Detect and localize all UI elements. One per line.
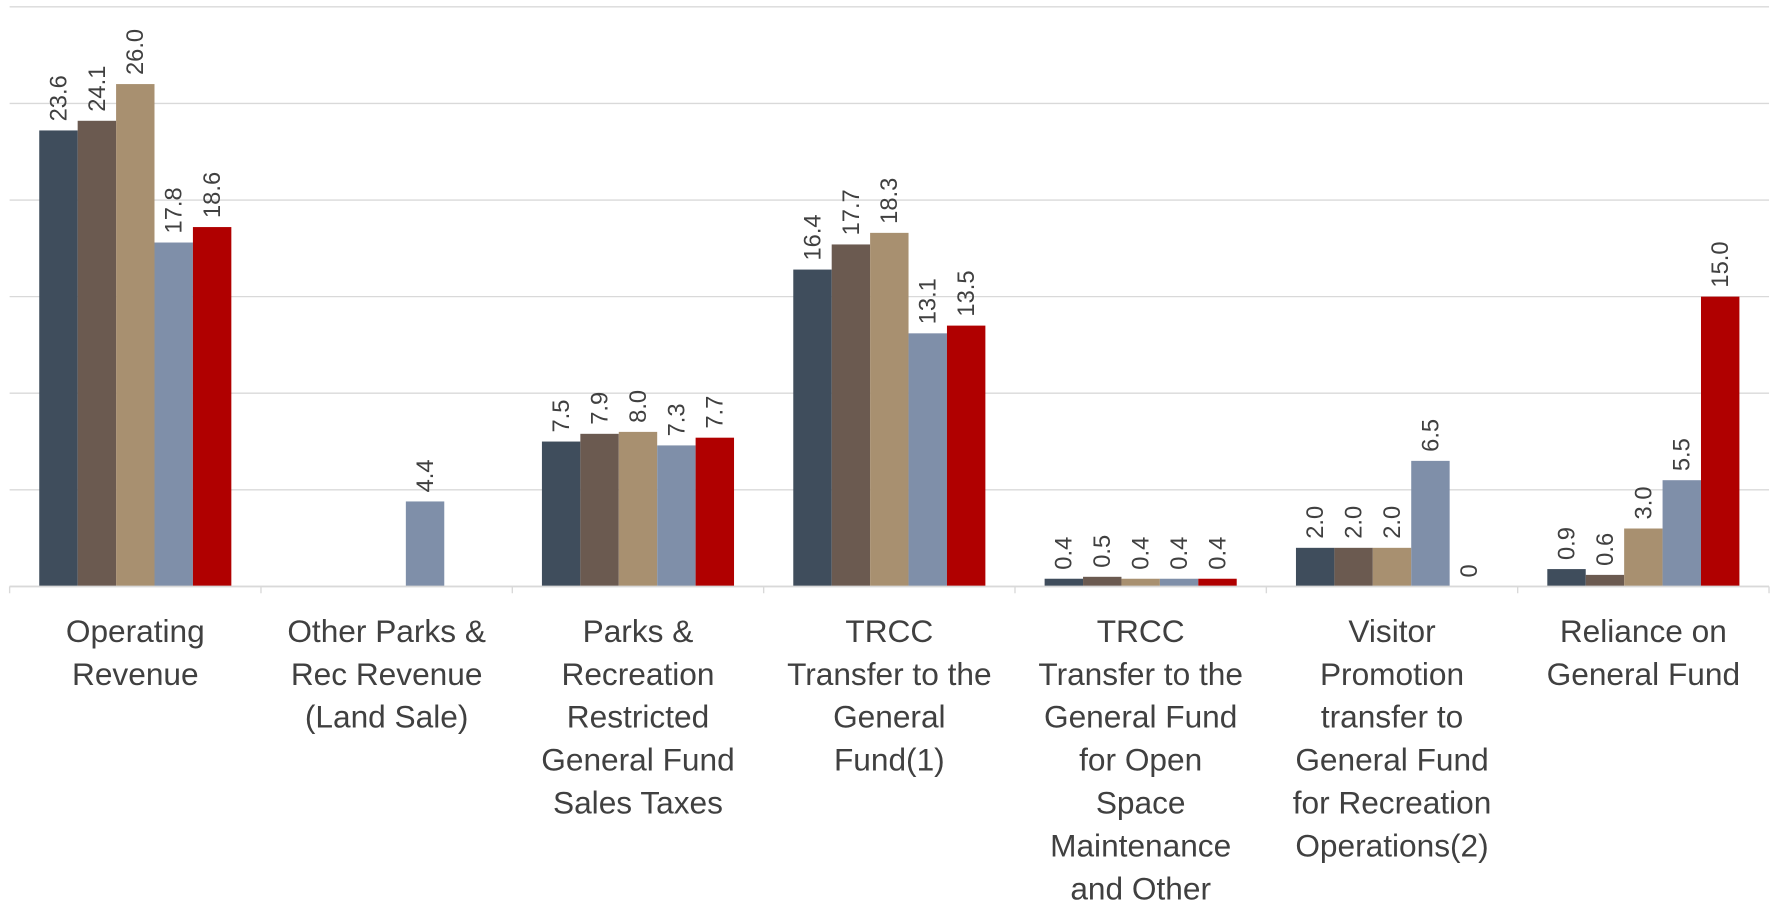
bar bbox=[77, 120, 117, 587]
value-label: 24.1 bbox=[85, 66, 111, 112]
value-label: 8.0 bbox=[626, 390, 652, 423]
value-label: 0.4 bbox=[1167, 537, 1193, 570]
bar bbox=[1159, 578, 1199, 587]
x-tick-label: Operating Revenue bbox=[66, 613, 205, 692]
bar bbox=[192, 227, 232, 587]
value-label: 18.3 bbox=[877, 178, 903, 224]
bar bbox=[908, 333, 947, 587]
bar bbox=[1334, 547, 1373, 587]
bar bbox=[946, 325, 986, 587]
bar bbox=[657, 445, 696, 587]
bar bbox=[1662, 480, 1701, 587]
x-tick-label: Other Parks & Rec Revenue (Land Sale) bbox=[287, 613, 486, 735]
value-label: 18.6 bbox=[200, 172, 226, 218]
value-label: 17.8 bbox=[162, 187, 188, 233]
value-label: 7.9 bbox=[587, 392, 613, 425]
bar bbox=[1700, 296, 1740, 587]
value-label: 26.0 bbox=[123, 29, 149, 75]
x-tick-label: Reliance on General Fund bbox=[1547, 613, 1740, 692]
x-tick-label: Visitor Promotion transfer to General Fund f… bbox=[1293, 613, 1492, 864]
bar bbox=[793, 269, 832, 587]
value-label: 0.4 bbox=[1129, 537, 1155, 570]
value-label: 5.5 bbox=[1670, 438, 1696, 471]
bar bbox=[405, 501, 445, 587]
value-label: 16.4 bbox=[800, 214, 826, 260]
bar bbox=[39, 130, 78, 587]
bar bbox=[1547, 569, 1586, 587]
value-label: 13.1 bbox=[916, 278, 942, 324]
bar bbox=[1198, 578, 1237, 587]
value-label: 2.0 bbox=[1342, 506, 1368, 539]
bar bbox=[831, 244, 871, 587]
bar bbox=[1411, 460, 1450, 587]
value-label: 7.7 bbox=[703, 396, 729, 429]
bar bbox=[541, 441, 581, 587]
x-tick-label: TRCC Transfer to the General Fund for Open S… bbox=[1038, 613, 1242, 904]
bar bbox=[1585, 574, 1625, 587]
value-label: 7.5 bbox=[549, 400, 575, 433]
bar bbox=[1295, 547, 1335, 587]
value-label: 2.0 bbox=[1303, 506, 1329, 539]
value-label: 4.4 bbox=[413, 459, 439, 492]
value-label: 6.5 bbox=[1418, 419, 1444, 452]
bar bbox=[580, 433, 619, 587]
value-label: 0 bbox=[1457, 564, 1483, 577]
bar bbox=[1121, 578, 1160, 587]
bar bbox=[1624, 528, 1663, 587]
value-label: 0.6 bbox=[1593, 533, 1619, 566]
value-label: 3.0 bbox=[1631, 486, 1657, 519]
bar bbox=[1372, 547, 1412, 587]
value-label: 23.6 bbox=[46, 75, 72, 121]
value-label: 7.3 bbox=[664, 403, 690, 436]
value-label: 13.5 bbox=[954, 270, 980, 316]
bar bbox=[1083, 576, 1122, 587]
bar bbox=[618, 431, 658, 587]
x-tick-label: TRCC Transfer to the General Fund(1) bbox=[787, 613, 991, 778]
bar bbox=[1044, 578, 1084, 587]
value-label: 0.4 bbox=[1052, 537, 1078, 570]
value-label: 0.5 bbox=[1090, 535, 1116, 568]
value-label: 2.0 bbox=[1380, 506, 1406, 539]
bar bbox=[116, 84, 155, 587]
value-label: 0.4 bbox=[1205, 537, 1231, 570]
bar bbox=[695, 437, 735, 587]
value-label: 15.0 bbox=[1708, 241, 1734, 287]
value-label: 17.7 bbox=[839, 189, 865, 235]
value-label: 0.9 bbox=[1554, 527, 1580, 560]
bar bbox=[870, 232, 909, 587]
bar bbox=[154, 242, 193, 587]
x-tick-label: Parks & Recreation Restricted General Fund S… bbox=[541, 613, 734, 821]
